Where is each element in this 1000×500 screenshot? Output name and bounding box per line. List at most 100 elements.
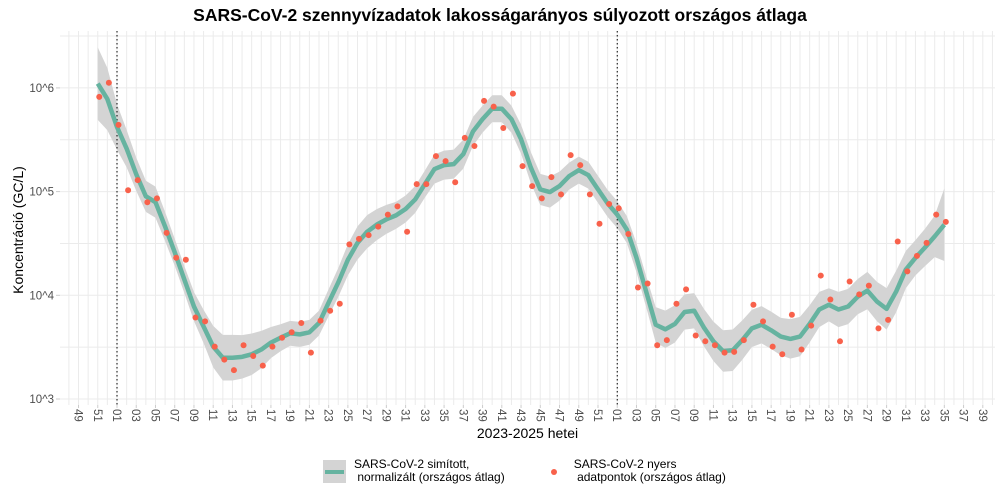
raw-data-point (817, 272, 824, 279)
raw-data-point (115, 121, 122, 128)
x-tick-label: 09 (187, 409, 199, 422)
raw-data-point (105, 79, 112, 86)
raw-data-point (885, 316, 892, 323)
raw-data-point (596, 220, 603, 227)
raw-data-point (423, 181, 430, 188)
raw-data-point (894, 238, 901, 245)
raw-data-point (365, 232, 372, 239)
x-tick-label: 09 (687, 409, 699, 422)
raw-data-point (432, 153, 439, 160)
x-tick-label: 31 (899, 409, 911, 422)
raw-data-point (865, 282, 872, 289)
y-tick-label: 10^4 (29, 290, 54, 302)
raw-data-point (240, 342, 247, 349)
raw-data-point (721, 349, 728, 356)
raw-data-point (307, 349, 314, 356)
legend-key-smoothed-line (323, 460, 346, 483)
raw-data-point (788, 311, 795, 318)
raw-data-point (346, 241, 353, 248)
raw-data-point (558, 191, 565, 198)
x-axis-label: 2023-2025 hetei (476, 425, 579, 441)
x-tick-label: 45 (533, 409, 545, 422)
y-tick-label: 10^5 (29, 187, 54, 199)
raw-data-point (153, 195, 160, 202)
legend-label-raw: SARS-CoV-2 nyers adatpontok (országos át… (573, 457, 726, 484)
x-tick-label: 35 (937, 409, 949, 422)
raw-data-point (923, 239, 930, 246)
raw-data-point (356, 235, 362, 242)
x-tick-label: 15 (745, 409, 757, 422)
raw-data-point (481, 97, 488, 104)
x-tick-label: 29 (880, 409, 892, 422)
x-tick-label: 21 (803, 409, 815, 422)
x-tick-label: 43 (514, 409, 526, 422)
x-tick-label: 49 (572, 409, 584, 422)
raw-data-point (404, 228, 411, 235)
raw-data-point (230, 367, 237, 374)
raw-data-point (837, 338, 843, 345)
raw-data-point (702, 338, 709, 345)
raw-data-point (384, 211, 391, 218)
raw-data-point (211, 343, 218, 350)
x-tick-label: 19 (283, 409, 295, 422)
legend-label-smoothed: SARS-CoV-2 simított, normalizált (ország… (354, 457, 505, 484)
legend: SARS-CoV-2 simított, normalizált (ország… (323, 458, 726, 484)
raw-data-point (144, 199, 151, 206)
x-tick-label: 17 (264, 409, 276, 422)
raw-data-point (846, 278, 853, 285)
raw-data-point (452, 179, 459, 186)
raw-data-point (567, 152, 574, 159)
x-tick-label: 33 (918, 409, 930, 422)
raw-data-point (875, 325, 882, 332)
x-tick-label: 49 (72, 409, 84, 422)
raw-data-point (634, 284, 641, 291)
raw-data-point (394, 203, 401, 210)
x-tick-label: 17 (764, 409, 776, 422)
legend-item-raw: SARS-CoV-2 nyers adatpontok (országos át… (543, 458, 726, 484)
x-tick-label: 03 (629, 409, 641, 422)
y-tick-label: 10^6 (29, 83, 54, 95)
raw-data-point (519, 163, 526, 170)
x-tick-label: 27 (860, 409, 872, 422)
y-axis-label: Koncentráció (GC/L) (10, 166, 26, 294)
raw-data-point (644, 280, 651, 287)
raw-data-point (125, 187, 132, 194)
x-tick-label: 39 (476, 409, 488, 422)
raw-data-point (740, 337, 747, 344)
x-tick-label: 37 (456, 409, 468, 422)
x-tick-label: 01 (610, 409, 622, 422)
raw-data-point (509, 90, 516, 97)
raw-data-point (288, 329, 295, 336)
x-tick-label: 11 (706, 409, 718, 421)
raw-data-point (279, 334, 286, 341)
raw-data-point (163, 229, 170, 236)
x-tick-label: 51 (591, 409, 603, 422)
raw-data-point (269, 343, 276, 350)
raw-data-point (202, 318, 209, 325)
x-tick-label: 15 (245, 409, 257, 422)
x-tick-label: 35 (437, 409, 449, 422)
x-tick-label: 03 (129, 409, 141, 422)
raw-data-point (692, 332, 699, 339)
x-tick-label: 39 (976, 409, 988, 422)
raw-data-point (683, 286, 690, 293)
raw-data-point (500, 125, 507, 132)
raw-data-point (221, 356, 228, 363)
raw-data-point (96, 93, 103, 100)
raw-data-point (606, 200, 613, 207)
raw-data-point (317, 317, 324, 324)
raw-data-point (798, 346, 805, 353)
x-tick-label: 07 (168, 409, 180, 422)
x-tick-label: 13 (225, 409, 237, 422)
raw-data-point (250, 352, 257, 359)
raw-data-point (913, 252, 920, 259)
raw-data-point (182, 256, 189, 263)
x-tick-label: 01 (110, 409, 122, 422)
x-tick-label: 21 (302, 409, 314, 422)
raw-data-point (134, 177, 141, 184)
y-axis-ticks: 10^3 10^4 10^5 10^6 (29, 83, 60, 406)
raw-data-point (942, 218, 949, 225)
raw-data-point (442, 158, 449, 165)
x-tick-label: 41 (495, 409, 507, 422)
